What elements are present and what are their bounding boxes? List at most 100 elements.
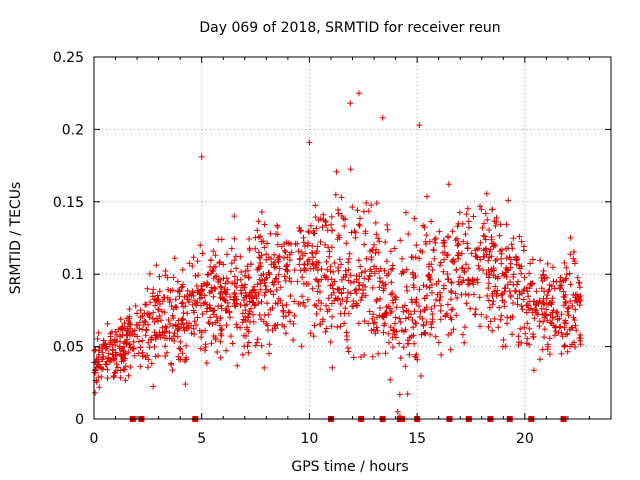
- data-point: [252, 342, 259, 349]
- data-point: [366, 308, 373, 315]
- data-point: [503, 221, 510, 228]
- data-point: [396, 391, 403, 398]
- data-point: [154, 292, 161, 299]
- data-point: [139, 326, 146, 333]
- data-point: [337, 310, 344, 317]
- data-point: [469, 276, 476, 283]
- y-tick-label: 0.05: [53, 340, 84, 356]
- data-point: [373, 200, 380, 207]
- data-point: [533, 307, 539, 314]
- data-point: [526, 341, 533, 348]
- data-point: [381, 322, 387, 329]
- data-point: [400, 269, 407, 276]
- data-point: [94, 361, 101, 368]
- data-point: [358, 354, 364, 360]
- data-point: [137, 344, 144, 351]
- data-point: [183, 354, 190, 361]
- data-point: [194, 314, 201, 321]
- data-point: [445, 276, 452, 282]
- data-point: [529, 309, 536, 316]
- data-point: [562, 298, 569, 305]
- data-point: [328, 213, 335, 220]
- data-point: [186, 291, 193, 298]
- data-point: [294, 240, 301, 247]
- data-point: [492, 257, 499, 264]
- data-point: [385, 330, 392, 337]
- data-point: [567, 251, 574, 258]
- data-point: [258, 298, 265, 305]
- data-point: [443, 252, 450, 259]
- data-point: [245, 274, 252, 281]
- data-point: [464, 245, 471, 252]
- data-point: [368, 327, 375, 334]
- data-point: [202, 347, 208, 354]
- data-point: [193, 322, 200, 329]
- data-point: [313, 264, 319, 271]
- data-point: [320, 216, 327, 223]
- data-point: [553, 278, 560, 285]
- data-point: [480, 220, 487, 227]
- data-point: [465, 292, 472, 298]
- data-point: [267, 306, 274, 313]
- data-point: [117, 333, 124, 340]
- data-point: [302, 303, 308, 310]
- data-point: [355, 279, 362, 286]
- data-point: [397, 319, 404, 325]
- data-point: [323, 258, 330, 265]
- data-point: [408, 254, 415, 260]
- data-point: [372, 219, 379, 226]
- data-point: [92, 346, 99, 353]
- data-point: [294, 278, 301, 285]
- data-point: [174, 323, 181, 330]
- data-point: [404, 287, 411, 294]
- data-point: [505, 245, 511, 252]
- data-point: [366, 272, 373, 279]
- data-point: [355, 320, 362, 327]
- data-point: [449, 306, 456, 313]
- data-point: [477, 203, 483, 210]
- data-point: [345, 289, 351, 296]
- data-point: [159, 308, 165, 315]
- data-point: [216, 259, 223, 265]
- data-point: [162, 353, 169, 360]
- data-point: [195, 272, 202, 279]
- data-point: [100, 353, 107, 360]
- data-point: [393, 294, 400, 301]
- data-point: [465, 265, 472, 272]
- data-point: [533, 299, 540, 306]
- data-point: [539, 277, 546, 284]
- data-point: [317, 215, 324, 222]
- data-point: [144, 285, 151, 292]
- data-point: [399, 255, 405, 262]
- data-point: [120, 357, 127, 364]
- data-point: [520, 287, 527, 294]
- data-point: [94, 379, 100, 385]
- data-point: [380, 314, 387, 321]
- data-point: [496, 232, 503, 239]
- data-point: [244, 263, 251, 270]
- data-point: [324, 266, 331, 273]
- data-point: [110, 351, 117, 358]
- data-point: [314, 288, 321, 295]
- data-point: [488, 234, 495, 240]
- data-point: [196, 291, 203, 298]
- data-point: [252, 245, 259, 252]
- data-point: [498, 246, 505, 253]
- data-point: [274, 300, 281, 307]
- data-point: [191, 331, 198, 338]
- data-point: [178, 300, 185, 307]
- data-point: [158, 317, 164, 324]
- data-point: [571, 317, 578, 323]
- data-point: [345, 255, 352, 262]
- data-point: [560, 288, 567, 295]
- data-point: [563, 264, 570, 271]
- data-point: [359, 281, 366, 288]
- data-point: [429, 311, 436, 318]
- data-point: [164, 349, 170, 356]
- data-point: [261, 221, 268, 228]
- data-point: [111, 337, 118, 344]
- data-point: [490, 298, 497, 305]
- data-point: [125, 317, 132, 324]
- data-point: [346, 250, 353, 257]
- data-point: [566, 326, 573, 333]
